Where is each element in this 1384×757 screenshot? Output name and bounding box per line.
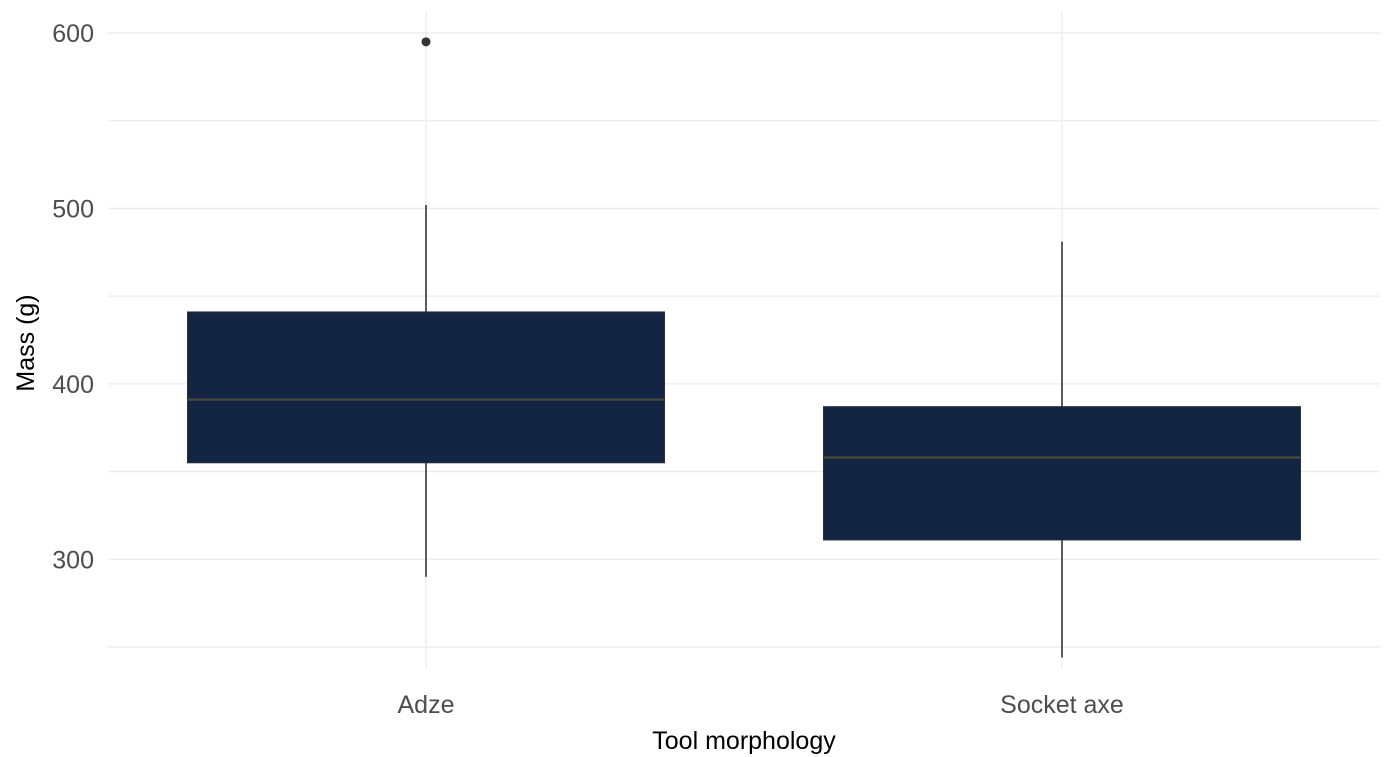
x-tick-label: Adze (398, 691, 455, 719)
y-tick-label: 600 (52, 20, 94, 48)
y-axis-title: Mass (g) (12, 294, 40, 391)
box-socket-axe (823, 406, 1301, 541)
y-axis-tick-labels: 300 400 500 600 (52, 20, 94, 574)
y-tick-label: 400 (52, 371, 94, 399)
y-tick-label: 300 (52, 546, 94, 574)
x-tick-label: Socket axe (1000, 691, 1124, 719)
x-axis-title: Tool morphology (652, 727, 836, 755)
y-tick-label: 500 (52, 195, 94, 223)
x-axis-tick-labels: Adze Socket axe (398, 691, 1124, 719)
box-adze (187, 311, 665, 464)
plot-marks (187, 37, 1301, 658)
outlier-point (421, 37, 431, 47)
